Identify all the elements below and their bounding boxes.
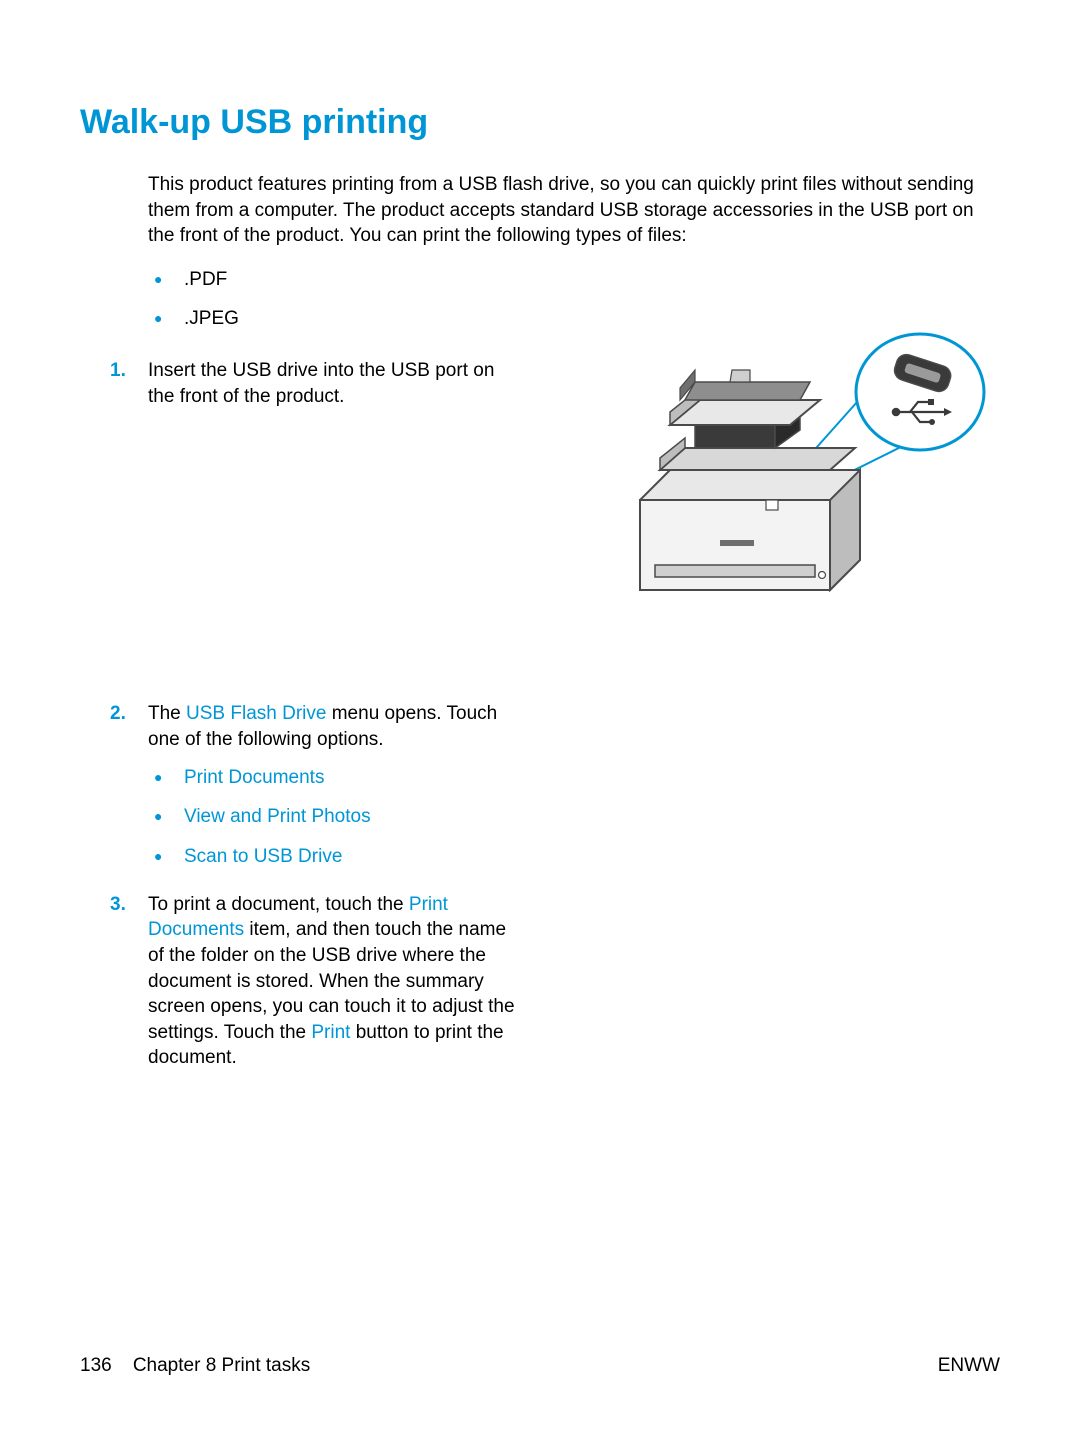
- file-types-list: .PDF .JPEG: [148, 267, 1000, 332]
- file-type-item: .PDF: [148, 267, 1000, 293]
- menu-options-list: Print Documents View and Print Photos Sc…: [148, 765, 520, 870]
- option-view-print-photos: View and Print Photos: [148, 804, 520, 830]
- option-print-documents: Print Documents: [148, 765, 520, 791]
- intro-paragraph: This product features printing from a US…: [148, 172, 1000, 249]
- printer-figure: [600, 330, 1000, 610]
- page-title: Walk-up USB printing: [80, 100, 1000, 146]
- footer-left: 136 Chapter 8 Print tasks: [80, 1353, 310, 1379]
- printer-body-icon: [640, 370, 860, 590]
- steps-list: Insert the USB drive into the USB port o…: [80, 358, 520, 1071]
- step-1: Insert the USB drive into the USB port o…: [80, 358, 520, 679]
- print-button-link: Print: [311, 1022, 350, 1043]
- option-scan-to-usb: Scan to USB Drive: [148, 844, 520, 870]
- page-number: 136: [80, 1355, 112, 1376]
- usb-callout-icon: [856, 334, 984, 450]
- footer-right: ENWW: [938, 1353, 1000, 1379]
- page-footer: 136 Chapter 8 Print tasks ENWW: [80, 1353, 1000, 1379]
- step-3: To print a document, touch the Print Doc…: [80, 892, 520, 1071]
- file-type-item: .JPEG: [148, 306, 1000, 332]
- step-2-prefix: The: [148, 703, 186, 724]
- document-page: Walk-up USB printing This product featur…: [0, 0, 1080, 1437]
- step-2: The USB Flash Drive menu opens. Touch on…: [80, 701, 520, 869]
- figure-spacer: [148, 409, 520, 679]
- step-1-text: Insert the USB drive into the USB port o…: [148, 360, 494, 407]
- printer-illustration-svg: [600, 330, 1000, 610]
- step-3-t1: To print a document, touch the: [148, 894, 409, 915]
- usb-flash-drive-menu-label: USB Flash Drive: [186, 703, 326, 724]
- chapter-label: Chapter 8 Print tasks: [133, 1355, 310, 1376]
